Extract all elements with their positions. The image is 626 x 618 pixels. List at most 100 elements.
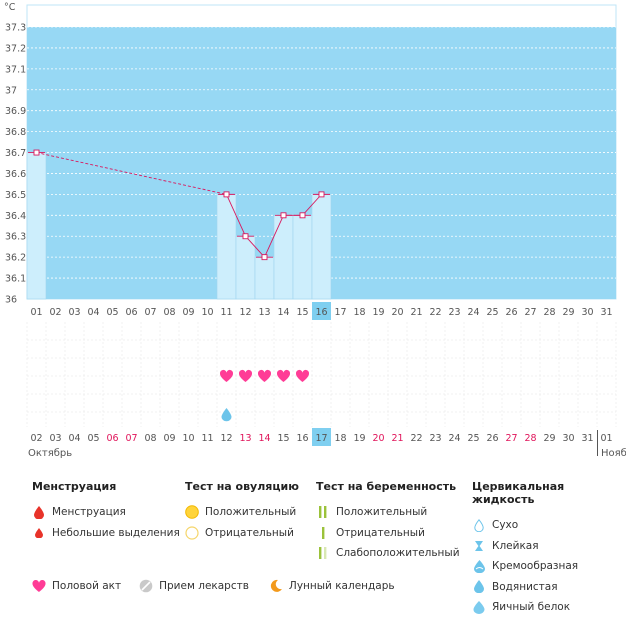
x-tick-label: 14 [277,307,289,318]
x-tick-label: 27 [524,307,536,318]
legend-pregnancy-title: Тест на беременность [316,480,457,493]
legend-ovulation: Тест на овуляцию Положительный Отрицател… [185,480,299,543]
x-tick-label: 20 [391,307,403,318]
legend-menstruation-title: Менструация [32,480,117,493]
temperature-bar [292,215,313,300]
bbt-chart: 37.3 37.2 37.1 37 36.9 36.8 36.7 36.6 36.5 36.4 36… [4,2,617,456]
legend-item-menstruation: Менструация [32,502,180,523]
heart-icon [32,579,46,593]
legend-medication: Прием лекарств [159,580,249,592]
calendar-date: 25 [467,433,479,444]
temperature-line-segment [302,194,322,216]
x-tick-label: 12 [239,307,251,318]
legend-item-preg-weak: Слабоположительный [316,543,460,564]
one-green-line-icon [316,526,330,540]
intercourse-row [219,369,310,382]
heart-icon [276,369,291,382]
x-axis-cycle-days: 01 02 03 04 05 06 07 08 09 10 11 12 13 14 15 16 17 18 19 20… [30,302,613,320]
legend-ovulation-title: Тест на овуляцию [185,480,299,493]
two-green-lines-icon [316,505,330,519]
y-tick-label: 36.1 [5,274,26,285]
legend-pregnancy: Тест на беременность Положительный Отриц… [316,480,460,564]
small-red-drop-icon [32,526,46,540]
x-tick-label: 21 [410,307,422,318]
legend-intercourse: Половой акт [52,580,122,592]
calendar-date: 27 [505,433,517,444]
x-tick-label: 17 [334,307,346,318]
x-tick-label: 19 [372,307,384,318]
x-tick-label: 01 [30,307,42,318]
heart-icon [257,369,272,382]
legend-cervical: Цервикальная жидкость Сухо Клейкая Кремо… [472,480,626,618]
x-tick-label: 04 [87,307,99,318]
temperature-point [242,233,249,240]
calendar-date: 24 [448,433,460,444]
y-tick-label: 36.8 [5,127,26,138]
x-tick-label: 06 [125,307,137,318]
calendar-date: 26 [486,433,498,444]
calendar-date: 08 [144,433,156,444]
blue-drop-icon [472,580,486,594]
heart-icon [295,369,310,382]
yellow-circle-filled-icon [185,505,199,520]
calendar-date: 14 [258,433,270,444]
temperature-point [318,191,325,198]
legend-item-creamy: Кремообразная [472,556,626,577]
y-tick-label: 36.5 [5,190,26,201]
month-start-label: Октябрь [28,448,73,459]
calendar-date: 02 [30,433,42,444]
calendar-date: 01 [600,433,612,444]
temperature-point [223,191,230,198]
temperature-line [28,149,330,261]
x-tick-label: 31 [600,307,612,318]
pill-icon [139,579,153,593]
moon-icon [269,579,283,593]
x-tick-label: 26 [505,307,517,318]
calendar-date: 19 [353,433,365,444]
month-end-label: Нояб [601,448,626,459]
x-tick-label: 07 [144,307,156,318]
calendar-date: 03 [49,433,61,444]
y-tick-label: 36.9 [5,106,26,117]
calendar-date: 16 [296,433,308,444]
temperature-point [261,254,268,261]
legend-cervical-title: Цервикальная жидкость [472,480,565,506]
calendar-date: 11 [201,433,213,444]
legend-item-sticky: Клейкая [472,536,626,557]
calendar-date: 13 [239,433,251,444]
calendar-date: 10 [182,433,194,444]
y-tick-label: 36.7 [5,148,26,159]
calendar-date: 23 [429,433,441,444]
x-tick-label: 28 [543,307,555,318]
calendar-date: 05 [87,433,99,444]
x-tick-label: 18 [353,307,365,318]
y-axis-unit: °C [4,2,16,13]
legend-lunar-calendar: Лунный календарь [288,580,395,592]
y-tick-label: 36.2 [5,253,26,264]
calendar-date: 15 [277,433,289,444]
current-cycle-day-highlight [312,302,331,320]
x-tick-label: 15 [296,307,308,318]
calendar-date: 04 [68,433,80,444]
y-axis-labels: 37.3 37.2 37.1 37 36.9 36.8 36.7 36.6 36.5 36.4 36… [5,23,26,306]
legend-menstruation: Менструация Менструация Небольшие выделе… [32,480,180,543]
temperature-line-segment [36,152,227,195]
calendar-date: 28 [524,433,536,444]
legend-item-ov-positive: Положительный [185,502,299,523]
legend-item-watery: Водянистая [472,577,626,598]
x-tick-label: 05 [106,307,118,318]
x-tick-label: 09 [182,307,194,318]
y-tick-label: 37.1 [5,64,26,75]
x-tick-label: 08 [163,307,175,318]
x-tick-label: 02 [49,307,61,318]
temperature-bar [26,152,47,300]
legend-bottom-row: Половой акт Прием лекарств Лунный календ… [32,579,395,593]
y-tick-label: 37.2 [5,43,26,54]
legend-item-preg-negative: Отрицательный [316,523,460,544]
temperature-point [33,149,40,156]
calendar-date: 06 [106,433,118,444]
x-tick-label: 29 [562,307,574,318]
calendar-date: 31 [581,433,593,444]
temperature-bar [235,235,256,300]
outline-drop-icon [472,518,486,532]
